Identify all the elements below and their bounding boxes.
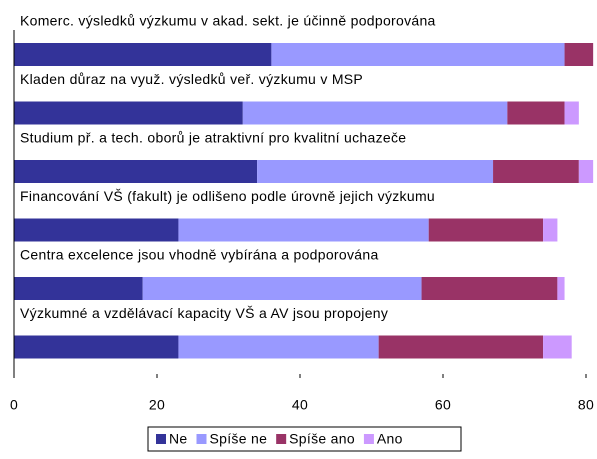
x-tick-label: 20 <box>149 397 165 413</box>
bar-segment <box>421 277 558 300</box>
legend-swatch <box>196 434 207 444</box>
bar-segment <box>14 160 258 183</box>
x-tick-label: 40 <box>292 397 308 413</box>
category-label: Centra excelence jsou vhodně vybírána a … <box>20 247 379 263</box>
legend-label: Spíše ne <box>210 431 268 447</box>
bar-segment <box>14 335 179 359</box>
bar-segment <box>271 43 565 66</box>
bar-segment <box>14 277 143 300</box>
bar-segment <box>178 335 379 359</box>
bar-segment <box>14 43 272 66</box>
legend-label: Spíše ano <box>289 431 355 447</box>
bar-segment <box>493 160 579 183</box>
bar-segment <box>257 160 494 183</box>
category-label: Financování VŠ (fakult) je odlišeno podl… <box>20 188 435 204</box>
bar-segment <box>564 101 579 125</box>
bar-segment <box>142 277 422 300</box>
bar-segment <box>428 218 544 242</box>
legend-label: Ano <box>377 431 403 447</box>
bar-segment <box>14 101 243 125</box>
legend-swatch <box>276 434 287 444</box>
category-label: Komerc. výsledků výzkumu v akad. sekt. j… <box>20 13 436 29</box>
bar-segment <box>507 101 565 125</box>
x-tick-label: 0 <box>10 397 18 413</box>
bar-segment <box>557 277 565 300</box>
x-tick-label: 60 <box>435 397 451 413</box>
legend-swatch <box>156 434 166 444</box>
category-label: Výzkumné a vzdělávací kapacity VŠ a AV j… <box>20 305 388 321</box>
category-label: Studium př. a tech. oborů je atraktivní … <box>20 130 406 146</box>
legend-swatch <box>363 434 374 444</box>
bar-segment <box>543 218 558 242</box>
x-tick-label: 80 <box>578 397 594 413</box>
bar-segment <box>242 101 508 125</box>
bar-segment <box>14 218 179 242</box>
bar-segment <box>178 218 429 242</box>
category-label: Kladen důraz na využ. výsledků veř. výzk… <box>20 71 363 87</box>
bar-segment <box>564 43 594 66</box>
bar-segment <box>543 335 572 359</box>
legend-label: Ne <box>169 431 188 447</box>
bar-segment <box>378 335 544 359</box>
bar-segment <box>578 160 594 183</box>
